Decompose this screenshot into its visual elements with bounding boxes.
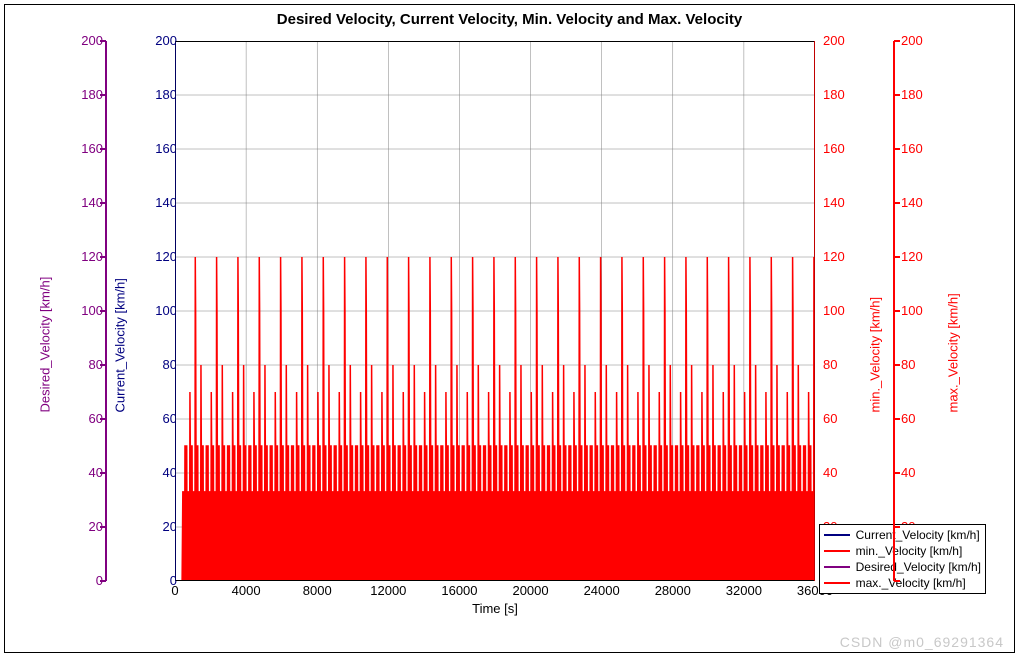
chart-title: Desired Velocity, Current Velocity, Min.… xyxy=(5,5,1014,28)
axis-tick xyxy=(894,418,900,420)
axis-tick xyxy=(100,202,106,204)
axis-tick xyxy=(100,526,106,528)
legend-label: Desired_Velocity [km/h] xyxy=(856,560,981,574)
axis-tick xyxy=(894,256,900,258)
tick-label: 80 xyxy=(141,357,177,372)
legend-item: min._Velocity [km/h] xyxy=(824,543,981,559)
tick-label: 160 xyxy=(141,141,177,156)
yaxis-label-desired: Desired_Velocity [km/h] xyxy=(38,213,53,413)
axis-tick xyxy=(894,526,900,528)
tick-label: 140 xyxy=(141,195,177,210)
tick-label: 12000 xyxy=(363,583,413,598)
tick-label: 200 xyxy=(823,33,859,48)
tick-label: 100 xyxy=(823,303,859,318)
tick-label: 60 xyxy=(823,411,859,426)
tick-label: 60 xyxy=(67,411,103,426)
legend-label: Current_Velocity [km/h] xyxy=(856,528,980,542)
tick-label: 180 xyxy=(823,87,859,102)
tick-label: 40 xyxy=(67,465,103,480)
tick-label: 100 xyxy=(901,303,937,318)
tick-label: 160 xyxy=(901,141,937,156)
chart-frame: Desired Velocity, Current Velocity, Min.… xyxy=(4,4,1015,653)
yaxis-ticks-current: 020406080100120140160180200 xyxy=(137,41,177,581)
axis-tick xyxy=(894,202,900,204)
tick-label: 160 xyxy=(67,141,103,156)
tick-label: 24000 xyxy=(577,583,627,598)
legend-swatch xyxy=(824,550,850,552)
tick-label: 80 xyxy=(67,357,103,372)
axis-tick xyxy=(894,94,900,96)
tick-label: 180 xyxy=(67,87,103,102)
tick-label: 40 xyxy=(901,465,937,480)
legend-label: min._Velocity [km/h] xyxy=(856,544,963,558)
yaxis-ticks-desired: 020406080100120140160180200 xyxy=(63,41,103,581)
legend-swatch xyxy=(824,566,850,568)
axis-tick xyxy=(894,310,900,312)
legend-swatch xyxy=(824,582,850,584)
tick-label: 40 xyxy=(141,465,177,480)
axis-tick xyxy=(894,364,900,366)
tick-label: 100 xyxy=(141,303,177,318)
axis-tick xyxy=(100,580,106,582)
axis-tick xyxy=(100,40,106,42)
tick-label: 0 xyxy=(150,583,200,598)
legend-item: Desired_Velocity [km/h] xyxy=(824,559,981,575)
tick-label: 120 xyxy=(67,249,103,264)
tick-label: 120 xyxy=(901,249,937,264)
yaxis-ticks-maxv: 020406080100120140160180200 xyxy=(901,41,941,581)
axis-tick xyxy=(894,472,900,474)
tick-label: 4000 xyxy=(221,583,271,598)
axis-tick xyxy=(100,472,106,474)
tick-label: 140 xyxy=(823,195,859,210)
axis-tick xyxy=(100,418,106,420)
xaxis-ticks: 0400080001200016000200002400028000320003… xyxy=(175,583,815,603)
plot-svg xyxy=(175,41,815,581)
tick-label: 20000 xyxy=(506,583,556,598)
tick-label: 200 xyxy=(141,33,177,48)
legend-item: max._Velocity [km/h] xyxy=(824,575,981,591)
yaxis-label-current: Current_Velocity [km/h] xyxy=(113,213,128,413)
tick-label: 8000 xyxy=(292,583,342,598)
axis-tick xyxy=(100,148,106,150)
axis-tick xyxy=(894,580,900,582)
axis-tick xyxy=(100,364,106,366)
axis-tick xyxy=(100,256,106,258)
legend-swatch xyxy=(824,534,850,536)
plot-area xyxy=(175,41,815,581)
tick-label: 120 xyxy=(141,249,177,264)
tick-label: 80 xyxy=(823,357,859,372)
tick-label: 40 xyxy=(823,465,859,480)
axis-tick xyxy=(894,40,900,42)
axis-tick xyxy=(100,310,106,312)
tick-label: 100 xyxy=(67,303,103,318)
legend-label: max._Velocity [km/h] xyxy=(856,576,966,590)
axis-tick xyxy=(894,148,900,150)
tick-label: 20 xyxy=(141,519,177,534)
tick-label: 140 xyxy=(67,195,103,210)
tick-label: 80 xyxy=(901,357,937,372)
tick-label: 180 xyxy=(141,87,177,102)
tick-label: 180 xyxy=(901,87,937,102)
tick-label: 140 xyxy=(901,195,937,210)
legend-item: Current_Velocity [km/h] xyxy=(824,527,981,543)
yaxis-label-minv: min._Velocity [km/h] xyxy=(868,213,883,413)
tick-label: 16000 xyxy=(434,583,484,598)
tick-label: 20 xyxy=(67,519,103,534)
yaxis-ticks-minv: 020406080100120140160180200 xyxy=(823,41,863,581)
axis-tick xyxy=(100,94,106,96)
tick-label: 200 xyxy=(67,33,103,48)
tick-label: 160 xyxy=(823,141,859,156)
watermark: CSDN @m0_69291364 xyxy=(840,634,1004,650)
xaxis-label: Time [s] xyxy=(175,601,815,616)
tick-label: 200 xyxy=(901,33,937,48)
tick-label: 0 xyxy=(67,573,103,588)
tick-label: 120 xyxy=(823,249,859,264)
tick-label: 60 xyxy=(141,411,177,426)
tick-label: 60 xyxy=(901,411,937,426)
legend: Current_Velocity [km/h] min._Velocity [km… xyxy=(819,524,986,594)
tick-label: 28000 xyxy=(648,583,698,598)
tick-label: 32000 xyxy=(719,583,769,598)
yaxis-label-maxv: max._Velocity [km/h] xyxy=(946,213,961,413)
